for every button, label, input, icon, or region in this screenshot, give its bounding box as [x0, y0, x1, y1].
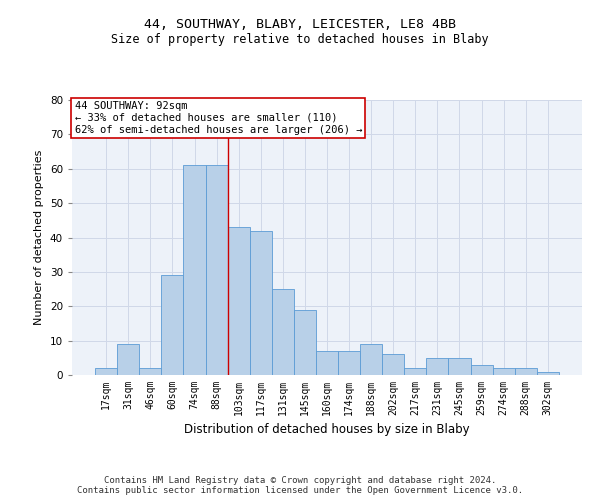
Bar: [117, 344, 139, 375]
Bar: [139, 368, 161, 375]
Bar: [316, 351, 338, 375]
Bar: [537, 372, 559, 375]
Text: 44 SOUTHWAY: 92sqm
← 33% of detached houses are smaller (110)
62% of semi-detach: 44 SOUTHWAY: 92sqm ← 33% of detached hou…: [74, 102, 362, 134]
Bar: [470, 364, 493, 375]
Bar: [493, 368, 515, 375]
Bar: [360, 344, 382, 375]
Text: Size of property relative to detached houses in Blaby: Size of property relative to detached ho…: [111, 32, 489, 46]
Bar: [338, 351, 360, 375]
Bar: [427, 358, 448, 375]
Bar: [448, 358, 470, 375]
Bar: [515, 368, 537, 375]
Bar: [382, 354, 404, 375]
Text: Contains HM Land Registry data © Crown copyright and database right 2024.
Contai: Contains HM Land Registry data © Crown c…: [77, 476, 523, 495]
Text: 44, SOUTHWAY, BLABY, LEICESTER, LE8 4BB: 44, SOUTHWAY, BLABY, LEICESTER, LE8 4BB: [144, 18, 456, 30]
Bar: [95, 368, 117, 375]
Bar: [161, 276, 184, 375]
Bar: [206, 166, 227, 375]
Bar: [404, 368, 427, 375]
Bar: [184, 166, 206, 375]
Y-axis label: Number of detached properties: Number of detached properties: [34, 150, 44, 325]
Bar: [250, 230, 272, 375]
X-axis label: Distribution of detached houses by size in Blaby: Distribution of detached houses by size …: [184, 424, 470, 436]
Bar: [272, 289, 294, 375]
Bar: [294, 310, 316, 375]
Bar: [227, 227, 250, 375]
